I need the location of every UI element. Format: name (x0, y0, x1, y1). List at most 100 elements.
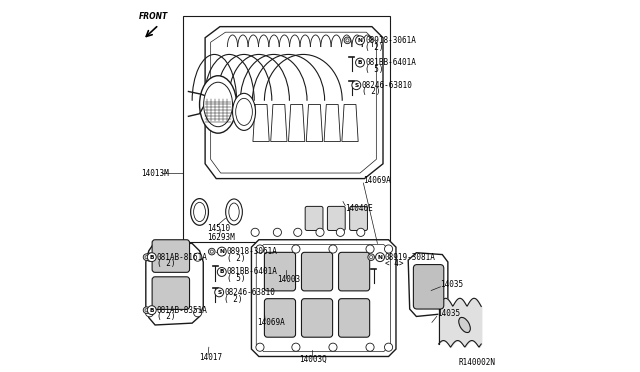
Text: ( 5): ( 5) (365, 65, 384, 74)
Text: 081BB-6401A: 081BB-6401A (365, 58, 416, 67)
Text: 08246-63810: 08246-63810 (362, 81, 412, 90)
Ellipse shape (191, 199, 209, 225)
Polygon shape (408, 253, 448, 317)
Circle shape (215, 288, 223, 297)
Circle shape (336, 228, 344, 236)
Text: N: N (378, 255, 383, 260)
Text: ( 2): ( 2) (157, 312, 175, 321)
Circle shape (218, 267, 226, 276)
FancyBboxPatch shape (349, 206, 367, 231)
Polygon shape (253, 105, 269, 141)
Circle shape (344, 37, 351, 44)
Circle shape (194, 253, 202, 261)
Circle shape (273, 228, 282, 236)
Polygon shape (289, 105, 305, 141)
Circle shape (143, 307, 150, 314)
Text: S: S (217, 290, 221, 295)
Text: ( 2): ( 2) (224, 295, 243, 304)
Text: 08246-63810: 08246-63810 (224, 288, 275, 297)
Text: B: B (150, 308, 154, 312)
Circle shape (292, 343, 300, 351)
Circle shape (366, 245, 374, 253)
Text: N: N (220, 249, 224, 254)
Ellipse shape (194, 202, 205, 222)
FancyBboxPatch shape (264, 299, 296, 337)
Text: 16293M: 16293M (207, 233, 235, 243)
Circle shape (145, 309, 154, 317)
Text: 081BB-6401A: 081BB-6401A (227, 267, 278, 276)
Circle shape (256, 343, 264, 351)
Circle shape (145, 253, 154, 261)
Circle shape (376, 253, 385, 262)
Polygon shape (324, 105, 340, 141)
Circle shape (251, 228, 259, 236)
Polygon shape (256, 244, 390, 352)
Text: 08918-3061A: 08918-3061A (365, 36, 416, 45)
FancyBboxPatch shape (301, 299, 333, 337)
Text: FRONT: FRONT (140, 12, 168, 21)
Ellipse shape (236, 98, 252, 125)
Circle shape (356, 228, 365, 236)
FancyBboxPatch shape (328, 206, 345, 231)
Circle shape (143, 254, 150, 260)
FancyBboxPatch shape (413, 264, 444, 309)
FancyBboxPatch shape (339, 252, 370, 291)
Circle shape (292, 245, 300, 253)
Text: 14003Q: 14003Q (300, 355, 328, 363)
Ellipse shape (204, 82, 232, 127)
Text: 08918-3061A: 08918-3061A (227, 247, 278, 256)
Bar (183, 16, 390, 241)
Text: N: N (358, 38, 362, 43)
Ellipse shape (232, 93, 255, 131)
Circle shape (211, 250, 213, 253)
FancyBboxPatch shape (339, 299, 370, 337)
Text: 14040E: 14040E (345, 204, 373, 213)
Text: 081AB-8161A: 081AB-8161A (157, 253, 207, 262)
Text: 14017: 14017 (200, 353, 223, 362)
Polygon shape (146, 241, 204, 325)
Circle shape (329, 343, 337, 351)
Text: S: S (355, 83, 358, 88)
Circle shape (316, 228, 324, 236)
Text: ( 2): ( 2) (157, 259, 175, 268)
Text: R140002N: R140002N (459, 357, 496, 366)
Text: 14013M: 14013M (141, 169, 169, 177)
Circle shape (370, 256, 372, 259)
Text: ( 2): ( 2) (362, 87, 380, 96)
Text: 14035: 14035 (436, 310, 460, 318)
Polygon shape (271, 105, 287, 141)
Circle shape (256, 245, 264, 253)
Text: B: B (150, 255, 154, 260)
Text: 14510: 14510 (207, 224, 230, 233)
Ellipse shape (200, 76, 237, 133)
Circle shape (218, 247, 226, 256)
Circle shape (209, 248, 215, 255)
Text: 14003: 14003 (277, 275, 301, 284)
Circle shape (294, 228, 302, 236)
Circle shape (147, 306, 156, 315)
Circle shape (385, 245, 392, 253)
Circle shape (352, 81, 361, 90)
FancyBboxPatch shape (152, 240, 189, 272)
FancyBboxPatch shape (264, 252, 296, 291)
FancyBboxPatch shape (305, 206, 323, 231)
Circle shape (356, 58, 364, 67)
Circle shape (366, 343, 374, 351)
Text: 081AB-8351A: 081AB-8351A (157, 306, 207, 315)
Circle shape (194, 309, 202, 317)
Text: B: B (358, 60, 362, 65)
Circle shape (145, 309, 148, 312)
Polygon shape (252, 240, 396, 356)
Circle shape (356, 36, 364, 45)
Circle shape (147, 253, 156, 262)
Text: B: B (220, 269, 224, 275)
FancyBboxPatch shape (301, 252, 333, 291)
Text: 14069A: 14069A (364, 176, 391, 185)
Ellipse shape (229, 203, 239, 221)
FancyBboxPatch shape (152, 277, 189, 310)
Text: ( 2): ( 2) (227, 254, 245, 263)
Circle shape (329, 245, 337, 253)
Polygon shape (205, 27, 383, 179)
Ellipse shape (226, 199, 243, 225)
Text: 14035: 14035 (440, 280, 463, 289)
